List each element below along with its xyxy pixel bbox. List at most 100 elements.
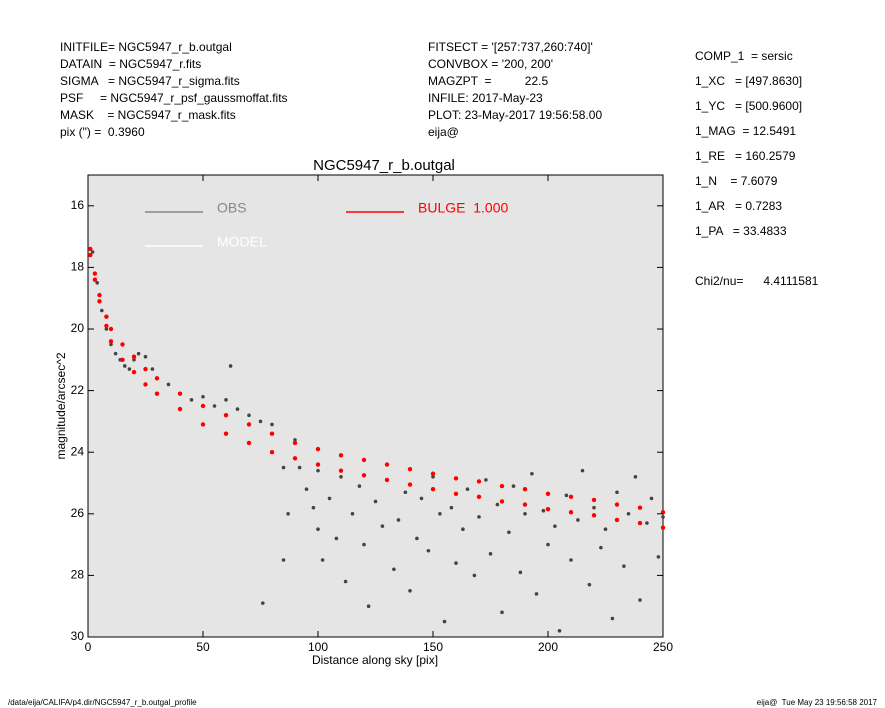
footer-date: eija@ Tue May 23 19:56:58 2017 [757, 698, 878, 707]
data-point [476, 479, 482, 484]
data-point [495, 502, 500, 507]
data-point [453, 491, 459, 496]
y-tick-label: 26 [71, 506, 85, 520]
data-point [403, 490, 408, 495]
data-point [286, 512, 290, 516]
data-point [343, 579, 348, 584]
data-point [120, 357, 125, 362]
data-point [530, 471, 534, 476]
data-point [649, 496, 654, 501]
data-point [591, 513, 597, 518]
data-point [419, 496, 424, 501]
data-point [545, 491, 551, 496]
data-point [541, 508, 546, 513]
data-point [592, 505, 596, 510]
data-point [461, 527, 465, 531]
x-tick-label: 200 [538, 640, 558, 654]
data-point [143, 354, 148, 359]
header-left-line: INITFILE= NGC5947_r_b.outgal [60, 40, 232, 54]
data-point [200, 422, 206, 427]
data-point [304, 487, 309, 491]
data-point [453, 476, 459, 481]
data-point [637, 520, 643, 526]
chart-title: NGC5947_r_b.outgal [313, 157, 455, 174]
header-middle-line: eija@ [428, 125, 459, 139]
data-point [522, 486, 528, 492]
header-middle-line: MAGZPT = 22.5 [428, 74, 548, 88]
x-tick-label: 150 [423, 640, 443, 654]
data-point [113, 351, 118, 356]
data-point [154, 391, 160, 396]
data-point [431, 475, 435, 479]
data-point [109, 342, 113, 347]
data-point [638, 598, 642, 602]
data-point [92, 277, 98, 282]
data-point [373, 499, 378, 504]
data-point [362, 542, 366, 547]
data-point [132, 358, 136, 362]
data-points [88, 246, 666, 633]
data-point [476, 494, 482, 500]
data-point [633, 475, 638, 479]
data-point [430, 486, 436, 492]
data-point [396, 518, 401, 522]
component-param: 1_RE = 160.2579 [695, 149, 796, 163]
data-point [104, 323, 109, 329]
data-point [297, 465, 302, 470]
data-point [339, 475, 343, 479]
y-axis-label: magnitude/arcsec^2 [54, 352, 68, 459]
data-point [523, 512, 527, 516]
data-point [320, 558, 325, 562]
data-point [246, 440, 252, 446]
y-tick-label: 30 [71, 629, 85, 643]
data-point [603, 527, 608, 531]
data-point [166, 382, 171, 387]
data-point [576, 518, 580, 522]
data-point [384, 477, 390, 483]
chi2: Chi2/nu= 4.4111581 [695, 274, 819, 288]
data-point [108, 326, 114, 332]
data-point [361, 473, 367, 478]
header-middle-line: CONVBOX = '200, 200' [428, 57, 553, 71]
data-point [100, 308, 104, 313]
data-point [143, 366, 148, 372]
y-tick-label: 20 [71, 321, 85, 335]
data-point [311, 505, 316, 510]
data-point [465, 487, 470, 491]
data-point [97, 292, 102, 298]
data-point [564, 493, 569, 498]
data-point [136, 351, 141, 356]
data-point [189, 398, 194, 402]
data-point [534, 592, 539, 596]
data-point [568, 494, 574, 500]
data-point [292, 456, 298, 461]
data-point [269, 450, 275, 455]
data-point [131, 354, 137, 359]
data-point [281, 465, 286, 470]
data-point [316, 468, 320, 473]
data-point [610, 616, 615, 621]
data-point [656, 555, 661, 559]
header-left-line: MASK = NGC5947_r_mask.fits [60, 108, 236, 122]
data-point [645, 521, 649, 525]
legend-label: OBS [217, 200, 247, 216]
component-param: 1_YC = [500.9600] [695, 99, 802, 113]
data-point [104, 314, 109, 319]
data-point [614, 502, 620, 507]
component-param: 1_PA = 33.4833 [695, 224, 787, 238]
header-middle-line: INFILE: 2017-May-23 [428, 91, 543, 105]
y-tick-label: 28 [71, 568, 85, 582]
x-tick-label: 50 [196, 640, 210, 654]
data-point [587, 582, 592, 587]
data-point [569, 558, 573, 562]
y-tick-label: 16 [71, 198, 85, 212]
data-point [488, 552, 493, 556]
data-point [224, 398, 228, 402]
header-left-line: pix (") = 0.3960 [60, 125, 145, 139]
data-point [90, 250, 95, 254]
data-point [454, 561, 458, 565]
y-tick-label: 22 [71, 383, 85, 397]
data-point [315, 462, 321, 467]
data-point [108, 339, 114, 344]
